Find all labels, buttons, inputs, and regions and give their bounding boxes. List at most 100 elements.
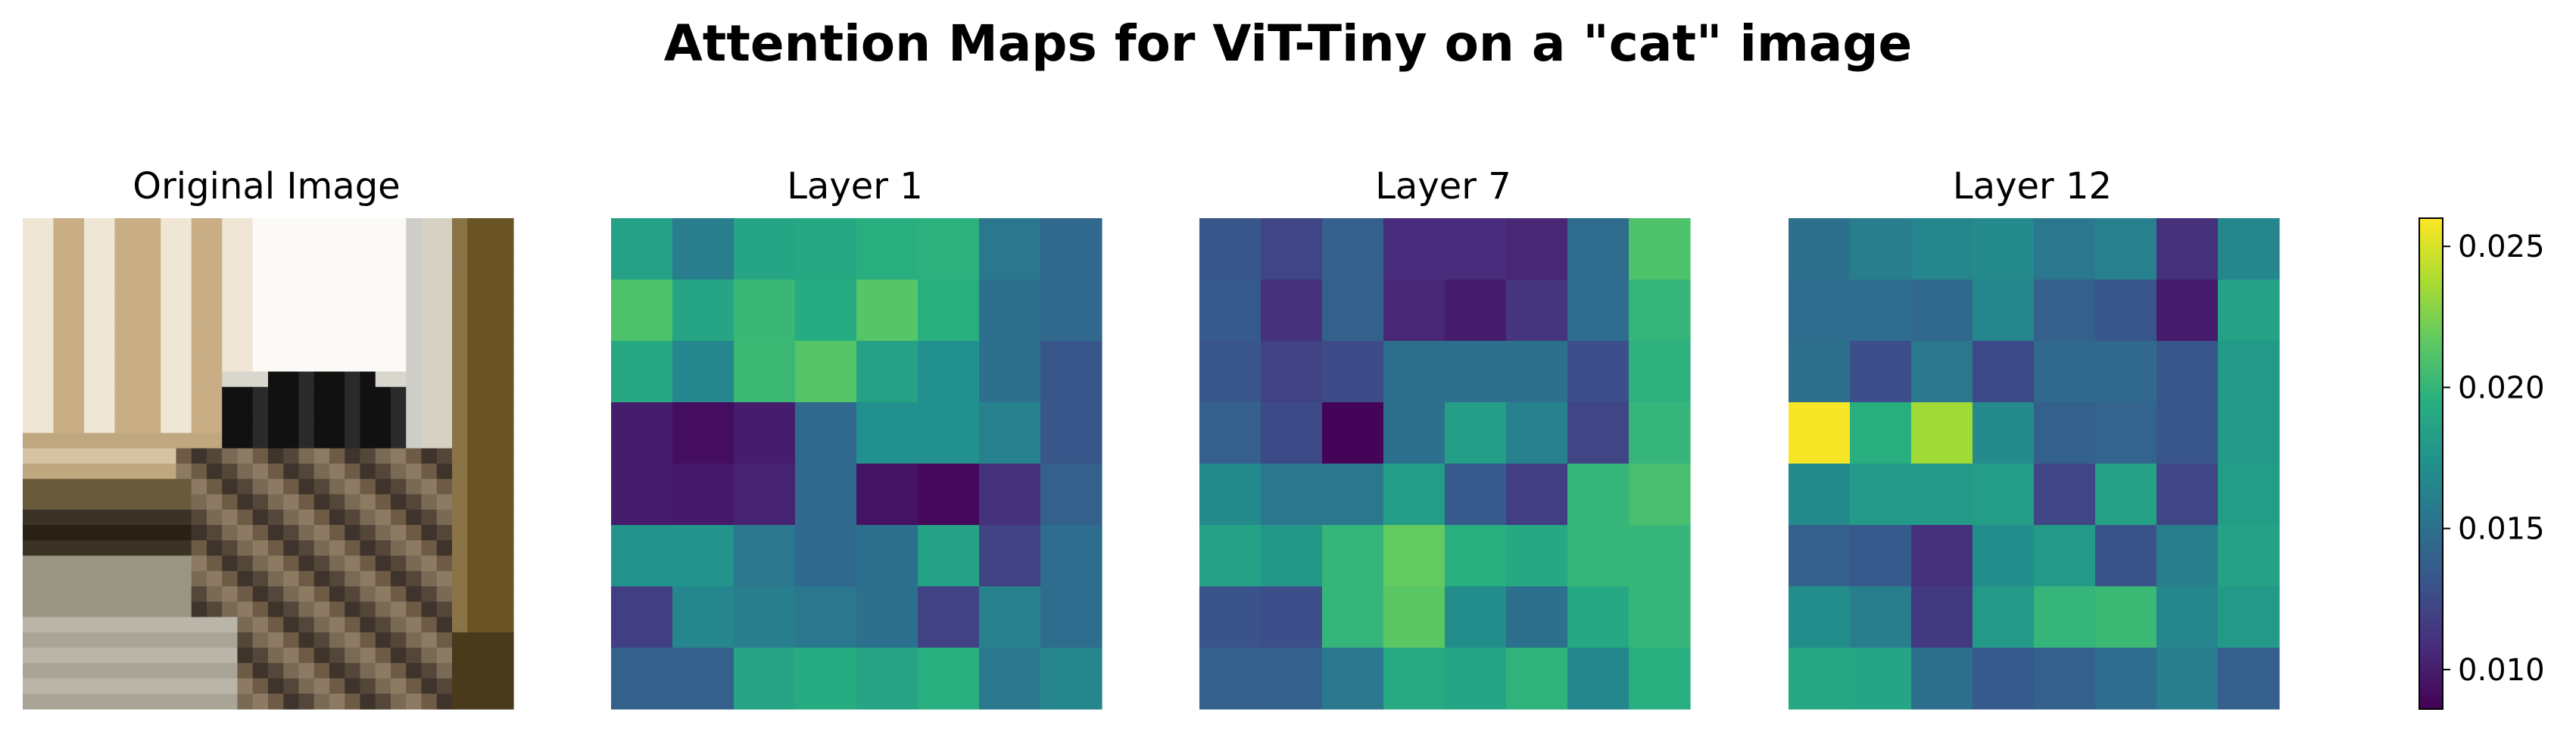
image-pixel	[68, 540, 85, 557]
image-pixel	[345, 295, 361, 311]
image-pixel	[68, 586, 85, 602]
image-pixel	[23, 464, 39, 480]
image-pixel	[161, 555, 177, 572]
image-pixel	[129, 509, 146, 526]
image-pixel	[114, 248, 131, 265]
image-pixel	[161, 509, 177, 526]
image-pixel	[298, 295, 315, 311]
heatmap-cell	[856, 402, 918, 464]
image-pixel	[84, 494, 100, 511]
image-pixel	[375, 509, 391, 526]
image-pixel	[467, 280, 484, 295]
image-pixel	[161, 464, 177, 480]
image-pixel	[406, 617, 423, 633]
image-pixel	[329, 509, 345, 526]
image-pixel	[145, 693, 161, 710]
image-pixel	[114, 479, 131, 495]
image-pixel	[482, 540, 499, 557]
image-pixel	[191, 325, 207, 342]
image-pixel	[375, 433, 391, 449]
image-pixel	[497, 479, 514, 495]
image-pixel	[360, 448, 376, 464]
image-pixel	[38, 678, 55, 695]
image-pixel	[23, 509, 39, 526]
heatmap-cell	[1911, 218, 1973, 280]
image-pixel	[145, 386, 161, 403]
heatmap-cell	[1383, 218, 1445, 280]
image-pixel	[207, 586, 223, 602]
image-pixel	[421, 663, 438, 679]
heatmap-cell	[2218, 280, 2280, 342]
image-pixel	[237, 264, 254, 280]
heatmap-cell	[979, 402, 1041, 464]
image-pixel	[99, 494, 116, 511]
heatmap-cell	[1383, 341, 1445, 403]
image-pixel	[298, 402, 315, 418]
image-pixel	[421, 632, 438, 648]
image-pixel	[237, 356, 254, 373]
image-pixel	[176, 356, 192, 373]
image-pixel	[391, 402, 407, 418]
image-pixel	[283, 648, 300, 664]
image-pixel	[268, 678, 284, 695]
image-pixel	[360, 494, 376, 511]
image-pixel	[268, 540, 284, 557]
image-pixel	[436, 280, 453, 295]
image-pixel	[268, 570, 284, 587]
image-pixel	[68, 341, 85, 357]
image-pixel	[53, 693, 70, 710]
image-pixel	[313, 601, 330, 618]
image-pixel	[467, 525, 484, 541]
image-pixel	[176, 248, 192, 265]
image-pixel	[497, 540, 514, 557]
image-pixel	[252, 233, 269, 250]
image-pixel	[421, 417, 438, 434]
image-pixel	[467, 433, 484, 449]
heatmap-cell	[1445, 341, 1507, 403]
image-pixel	[99, 525, 116, 541]
image-pixel	[406, 433, 423, 449]
image-pixel	[406, 310, 423, 326]
image-pixel	[237, 479, 254, 495]
image-pixel	[252, 540, 269, 557]
image-pixel	[176, 586, 192, 602]
image-pixel	[252, 648, 269, 664]
heatmap-cell	[1261, 218, 1323, 280]
image-pixel	[467, 325, 484, 342]
image-pixel	[222, 586, 239, 602]
image-pixel	[176, 402, 192, 418]
image-pixel	[283, 678, 300, 695]
image-pixel	[237, 341, 254, 357]
heatmap-cell	[734, 218, 796, 280]
image-pixel	[23, 525, 39, 541]
image-pixel	[207, 693, 223, 710]
image-pixel	[329, 632, 345, 648]
image-pixel	[452, 341, 468, 357]
image-pixel	[53, 218, 70, 234]
image-pixel	[497, 601, 514, 618]
image-pixel	[252, 632, 269, 648]
heatmap-cell	[856, 280, 918, 342]
image-pixel	[406, 509, 423, 526]
image-pixel	[38, 402, 55, 418]
image-pixel	[68, 356, 85, 373]
image-pixel	[53, 233, 70, 250]
image-pixel	[114, 678, 131, 695]
image-pixel	[23, 417, 39, 434]
image-pixel	[114, 509, 131, 526]
image-pixel	[497, 371, 514, 388]
image-pixel	[252, 555, 269, 572]
heatmap-cell	[1789, 525, 1851, 587]
heatmap-cell	[979, 280, 1041, 342]
image-pixel	[360, 233, 376, 250]
image-pixel	[129, 540, 146, 557]
heatmap-cell	[2157, 341, 2219, 403]
image-pixel	[129, 264, 146, 280]
image-pixel	[145, 617, 161, 633]
image-pixel	[145, 586, 161, 602]
image-pixel	[391, 678, 407, 695]
image-pixel	[313, 540, 330, 557]
image-pixel	[452, 693, 468, 710]
image-pixel	[84, 601, 100, 618]
image-pixel	[23, 371, 39, 388]
